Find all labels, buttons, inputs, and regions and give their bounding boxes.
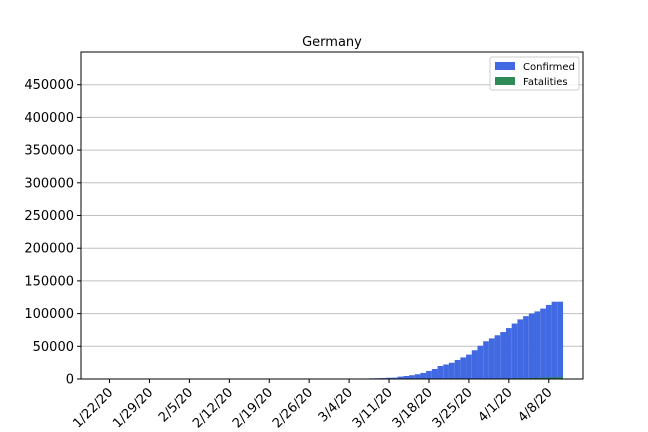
y-tick-label: 100000 [24, 307, 74, 322]
bar-confirmed [409, 375, 415, 379]
legend: Confirmed Fatalities [489, 56, 580, 91]
bar-confirmed [414, 374, 421, 379]
y-tick-label: 450000 [24, 78, 74, 93]
bar-confirmed [528, 313, 535, 379]
x-tick-label: 3/18/20 [390, 385, 436, 431]
bar-confirmed [534, 311, 541, 379]
bar-confirmed [420, 372, 427, 379]
legend-label-fatalities: Fatalities [523, 77, 568, 88]
bar-fatalities [540, 377, 546, 379]
x-tick-label: 2/19/20 [230, 385, 276, 431]
bar-confirmed [431, 368, 438, 379]
bar-fatalities [545, 377, 552, 379]
bar-confirmed [500, 332, 506, 379]
bar-fatalities [557, 377, 564, 379]
bar-confirmed [443, 364, 449, 379]
y-tick-label: 0 [66, 373, 74, 388]
x-tick-label: 2/12/20 [190, 385, 236, 431]
bar-confirmed [397, 376, 404, 379]
bar-confirmed [505, 328, 512, 379]
y-tick-label: 400000 [24, 111, 74, 126]
x-tick-label: 3/11/20 [350, 385, 396, 431]
bar-confirmed [488, 338, 495, 379]
legend-swatch-fatalities [495, 77, 515, 85]
legend-label-confirmed: Confirmed [523, 62, 575, 73]
bar-confirmed [471, 350, 478, 379]
y-tick-label: 350000 [24, 144, 74, 159]
y-tick-label: 150000 [24, 274, 74, 289]
bar-fatalities [534, 377, 541, 379]
bar-confirmed [540, 308, 546, 379]
y-tick-label: 250000 [24, 209, 74, 224]
bar-confirmed [517, 319, 524, 379]
bar-confirmed [557, 301, 564, 379]
x-tick-label: 4/8/20 [515, 385, 555, 425]
bar-confirmed [426, 370, 432, 379]
bar-confirmed [477, 345, 484, 379]
bar-fatalities [528, 377, 535, 379]
bar-confirmed [466, 354, 472, 379]
bar-confirmed [523, 316, 529, 379]
legend-swatch-confirmed [495, 62, 515, 70]
bar-confirmed [386, 377, 392, 379]
y-tick-label: 200000 [24, 242, 74, 257]
bar-fatalities [551, 377, 558, 379]
x-tick-label: 1/22/20 [70, 385, 116, 431]
bar-confirmed [551, 301, 558, 379]
x-axis: 1/22/201/29/20 2/5/202/12/202/19/202/26/2… [70, 379, 556, 431]
x-tick-label: 4/1/20 [475, 385, 515, 425]
y-tick-label: 50000 [33, 340, 74, 355]
bar-confirmed [483, 341, 489, 379]
grid-lines [81, 84, 583, 347]
bar-confirmed [460, 357, 467, 379]
bar-confirmed [494, 335, 501, 379]
x-tick-label: 1/29/20 [110, 385, 156, 431]
bar-confirmed [437, 366, 444, 379]
bar-confirmed [511, 323, 518, 379]
x-tick-label: 2/26/20 [270, 385, 316, 431]
chart-title: Germany [302, 35, 362, 50]
bar-confirmed [403, 376, 410, 379]
y-axis: 0 50000 100000 150000 200000 250000 300000 3500… [24, 78, 81, 388]
bar-confirmed [448, 362, 455, 379]
bar-confirmed [545, 304, 552, 379]
bar-confirmed [454, 359, 461, 379]
bar-confirmed [391, 377, 398, 379]
y-tick-label: 300000 [24, 176, 74, 191]
x-tick-label: 3/25/20 [430, 385, 476, 431]
